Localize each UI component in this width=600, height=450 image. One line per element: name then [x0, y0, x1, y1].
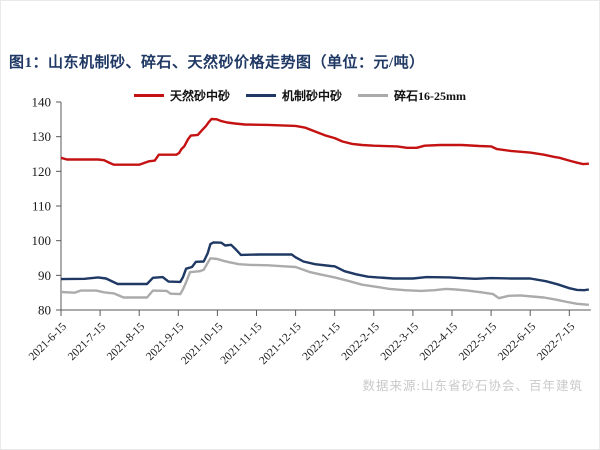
legend-label: 机制砂中砂 [282, 89, 343, 103]
legend-item: 机制砂中砂 [246, 87, 342, 104]
x-tick-label: 2022-4-15 [418, 320, 461, 363]
chart-title: 图1：山东机制砂、碎石、天然砂价格走势图（单位：元/吨） [9, 55, 425, 71]
series-line-机制砂中砂 [60, 241, 590, 292]
y-tick-label: 120 [32, 164, 52, 179]
x-tick-label: 2021-6-15 [27, 320, 70, 363]
x-tick-label: 2022-6-15 [496, 320, 539, 363]
series-line-天然砂中砂 [60, 117, 589, 166]
x-tick-label: 2021-8-15 [105, 320, 148, 363]
y-tick-label: 100 [32, 233, 52, 248]
legend-line-swatch [133, 94, 164, 97]
x-tick-label: 2022-3-15 [379, 320, 422, 363]
x-tick-label: 2022-7-15 [535, 320, 578, 363]
y-tick-label: 90 [38, 268, 51, 283]
y-tick-label: 140 [32, 95, 52, 110]
x-tick-label: 2021-7-15 [66, 320, 109, 363]
x-tick-label: 2022-2-15 [340, 320, 383, 363]
chart-legend: 天然砂中砂 机制砂中砂 碎石16-25mm [1, 87, 599, 104]
legend-line-swatch [246, 94, 276, 97]
legend-line-swatch [358, 94, 389, 97]
x-tick-label: 2022-5-15 [457, 320, 500, 363]
legend-item: 天然砂中砂 [133, 87, 230, 104]
x-tick-label: 2022-1-15 [300, 320, 343, 363]
y-tick-label: 110 [32, 199, 51, 214]
x-tick-label: 2021-12-15 [257, 320, 304, 367]
y-tick-label: 130 [32, 129, 52, 144]
y-tick-label: 80 [38, 303, 51, 318]
legend-label: 碎石16-25mm [394, 89, 467, 103]
series-line-碎石16-25mm [60, 257, 590, 306]
legend-label: 天然砂中砂 [169, 89, 230, 103]
x-tick-label: 2021-10-15 [179, 320, 226, 367]
data-source-note: 数据来源:山东省砂石协会、百年建筑 [362, 379, 583, 393]
legend-item: 碎石16-25mm [358, 87, 466, 104]
